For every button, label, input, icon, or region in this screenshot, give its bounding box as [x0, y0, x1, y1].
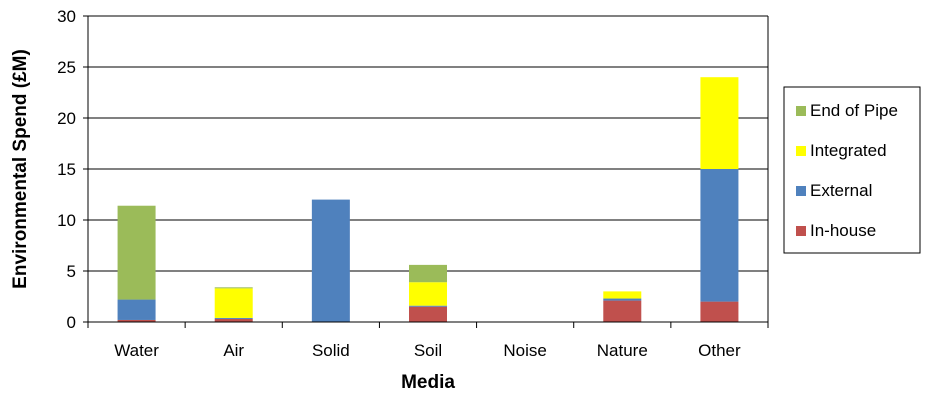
bar-segment-in-house — [409, 306, 447, 322]
y-tick-label: 0 — [67, 313, 76, 332]
y-tick-label: 20 — [57, 109, 76, 128]
bar-segment-external — [214, 317, 253, 319]
legend-swatch — [796, 186, 806, 196]
legend-swatch — [796, 106, 806, 116]
bar-segment-external — [603, 298, 642, 301]
bar-segment-end-of-pipe — [409, 264, 447, 283]
y-tick-label: 5 — [67, 262, 76, 281]
bar-segment-in-house — [214, 318, 253, 322]
bar-segment-external — [311, 199, 350, 322]
bar-segment-end-of-pipe — [117, 205, 156, 300]
bar-segment-in-house — [603, 300, 642, 322]
legend-label: Integrated — [810, 141, 887, 160]
bar-segment-in-house — [117, 319, 156, 322]
x-tick-label: Soil — [414, 341, 442, 360]
legend-label: End of Pipe — [810, 101, 898, 120]
bars — [117, 77, 739, 322]
x-tick-label: Nature — [597, 341, 648, 360]
y-axis-title: Environmental Spend (£M) — [10, 49, 31, 289]
legend: End of Pipe Integrated External In-house — [783, 86, 921, 254]
y-tick-label: 15 — [57, 160, 76, 179]
x-tick-label: Other — [698, 341, 741, 360]
y-tick-label: 30 — [57, 7, 76, 26]
bar-segment-integrated — [409, 282, 447, 306]
bar-segment-in-house — [700, 301, 739, 322]
x-axis-title: Media — [401, 372, 455, 393]
bar-segment-external — [700, 169, 739, 302]
legend-label: In-house — [810, 221, 876, 240]
axes: 0 5 10 15 20 25 30 Water Air Solid Soil Noise Nature… — [57, 7, 769, 360]
bar-segment-integrated — [603, 291, 642, 299]
x-tick-label: Solid — [312, 341, 350, 360]
bar-segment-integrated — [700, 77, 739, 169]
y-tick-label: 25 — [57, 58, 76, 77]
legend-label: External — [810, 181, 872, 200]
bar-segment-external — [117, 299, 156, 320]
legend-swatch — [796, 146, 806, 156]
y-tick-label: 10 — [57, 211, 76, 230]
gridlines — [88, 15, 768, 272]
bar-segment-external — [409, 305, 447, 307]
bar-segment-end-of-pipe — [214, 287, 253, 289]
x-tick-label: Water — [114, 341, 159, 360]
legend-swatch — [796, 226, 806, 236]
bar-segment-integrated — [214, 288, 253, 318]
x-tick-label: Air — [223, 341, 244, 360]
legend-box — [783, 86, 921, 254]
x-tick-label: Noise — [503, 341, 546, 360]
